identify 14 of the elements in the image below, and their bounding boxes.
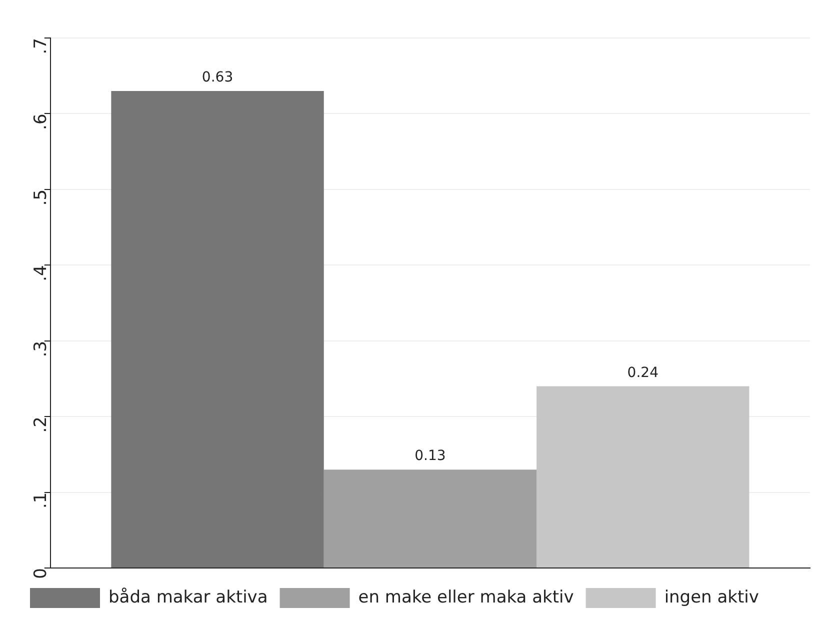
y-tick-label: .3	[30, 340, 51, 358]
y-tick-label: .2	[30, 416, 51, 433]
y-tick-label: .7	[30, 38, 51, 54]
data-label: 0.24	[627, 364, 659, 381]
y-tick-label: .6	[30, 114, 51, 130]
y-tick-label: .5	[30, 189, 51, 206]
y-tick-label: 0	[30, 568, 51, 579]
y-tick-label: .4	[30, 265, 51, 282]
y-tick-label: .1	[30, 492, 51, 509]
legend-label: båda makar aktiva	[108, 587, 268, 608]
legend-label: ingen aktiv	[664, 587, 759, 608]
legend-label: en make eller maka aktiv	[358, 587, 574, 608]
data-label: 0.13	[414, 448, 446, 464]
data-label: 0.63	[202, 70, 234, 86]
